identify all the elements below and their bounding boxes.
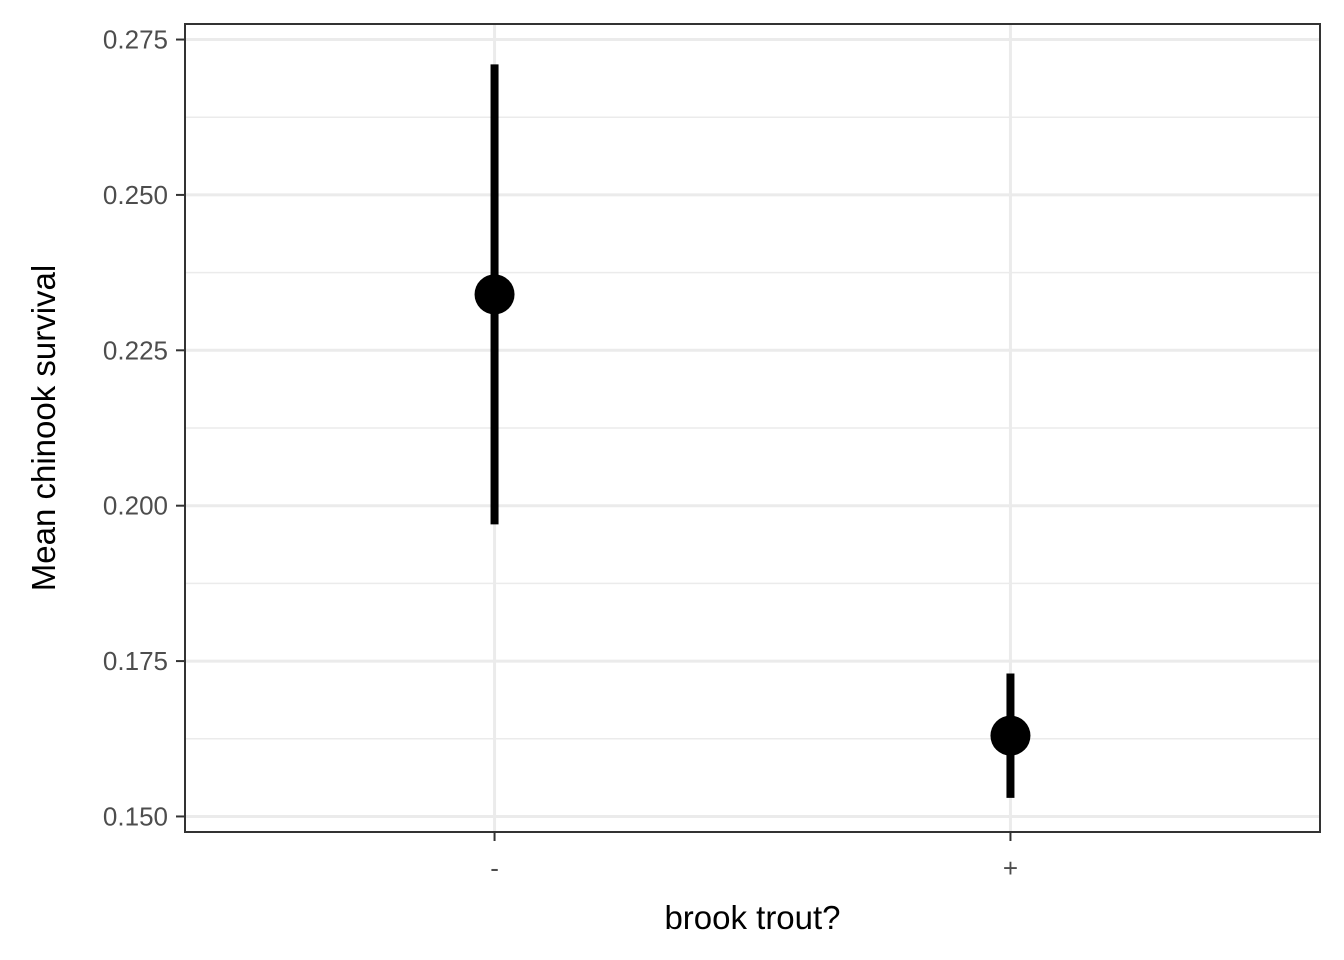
y-tick-label: 0.150	[103, 801, 168, 831]
minor-gridlines	[185, 116, 1320, 740]
y-tick-label: 0.200	[103, 491, 168, 521]
x-axis-title: brook trout?	[664, 899, 840, 936]
x-axis: - +	[490, 832, 1018, 883]
y-tick-label: 0.250	[103, 180, 168, 210]
x-tick-label: -	[490, 853, 499, 883]
data-point	[474, 274, 515, 315]
y-tick-label: 0.175	[103, 646, 168, 676]
data-marks	[474, 64, 1031, 798]
y-tick-label: 0.275	[103, 25, 168, 55]
y-axis-title: Mean chinook survival	[25, 265, 62, 592]
y-axis: 0.150 0.175 0.200 0.225 0.250 0.275	[103, 25, 185, 831]
panel-border	[184, 23, 1321, 833]
y-tick-label: 0.225	[103, 335, 168, 365]
data-point	[990, 715, 1031, 756]
x-tick-label: +	[1003, 853, 1018, 883]
